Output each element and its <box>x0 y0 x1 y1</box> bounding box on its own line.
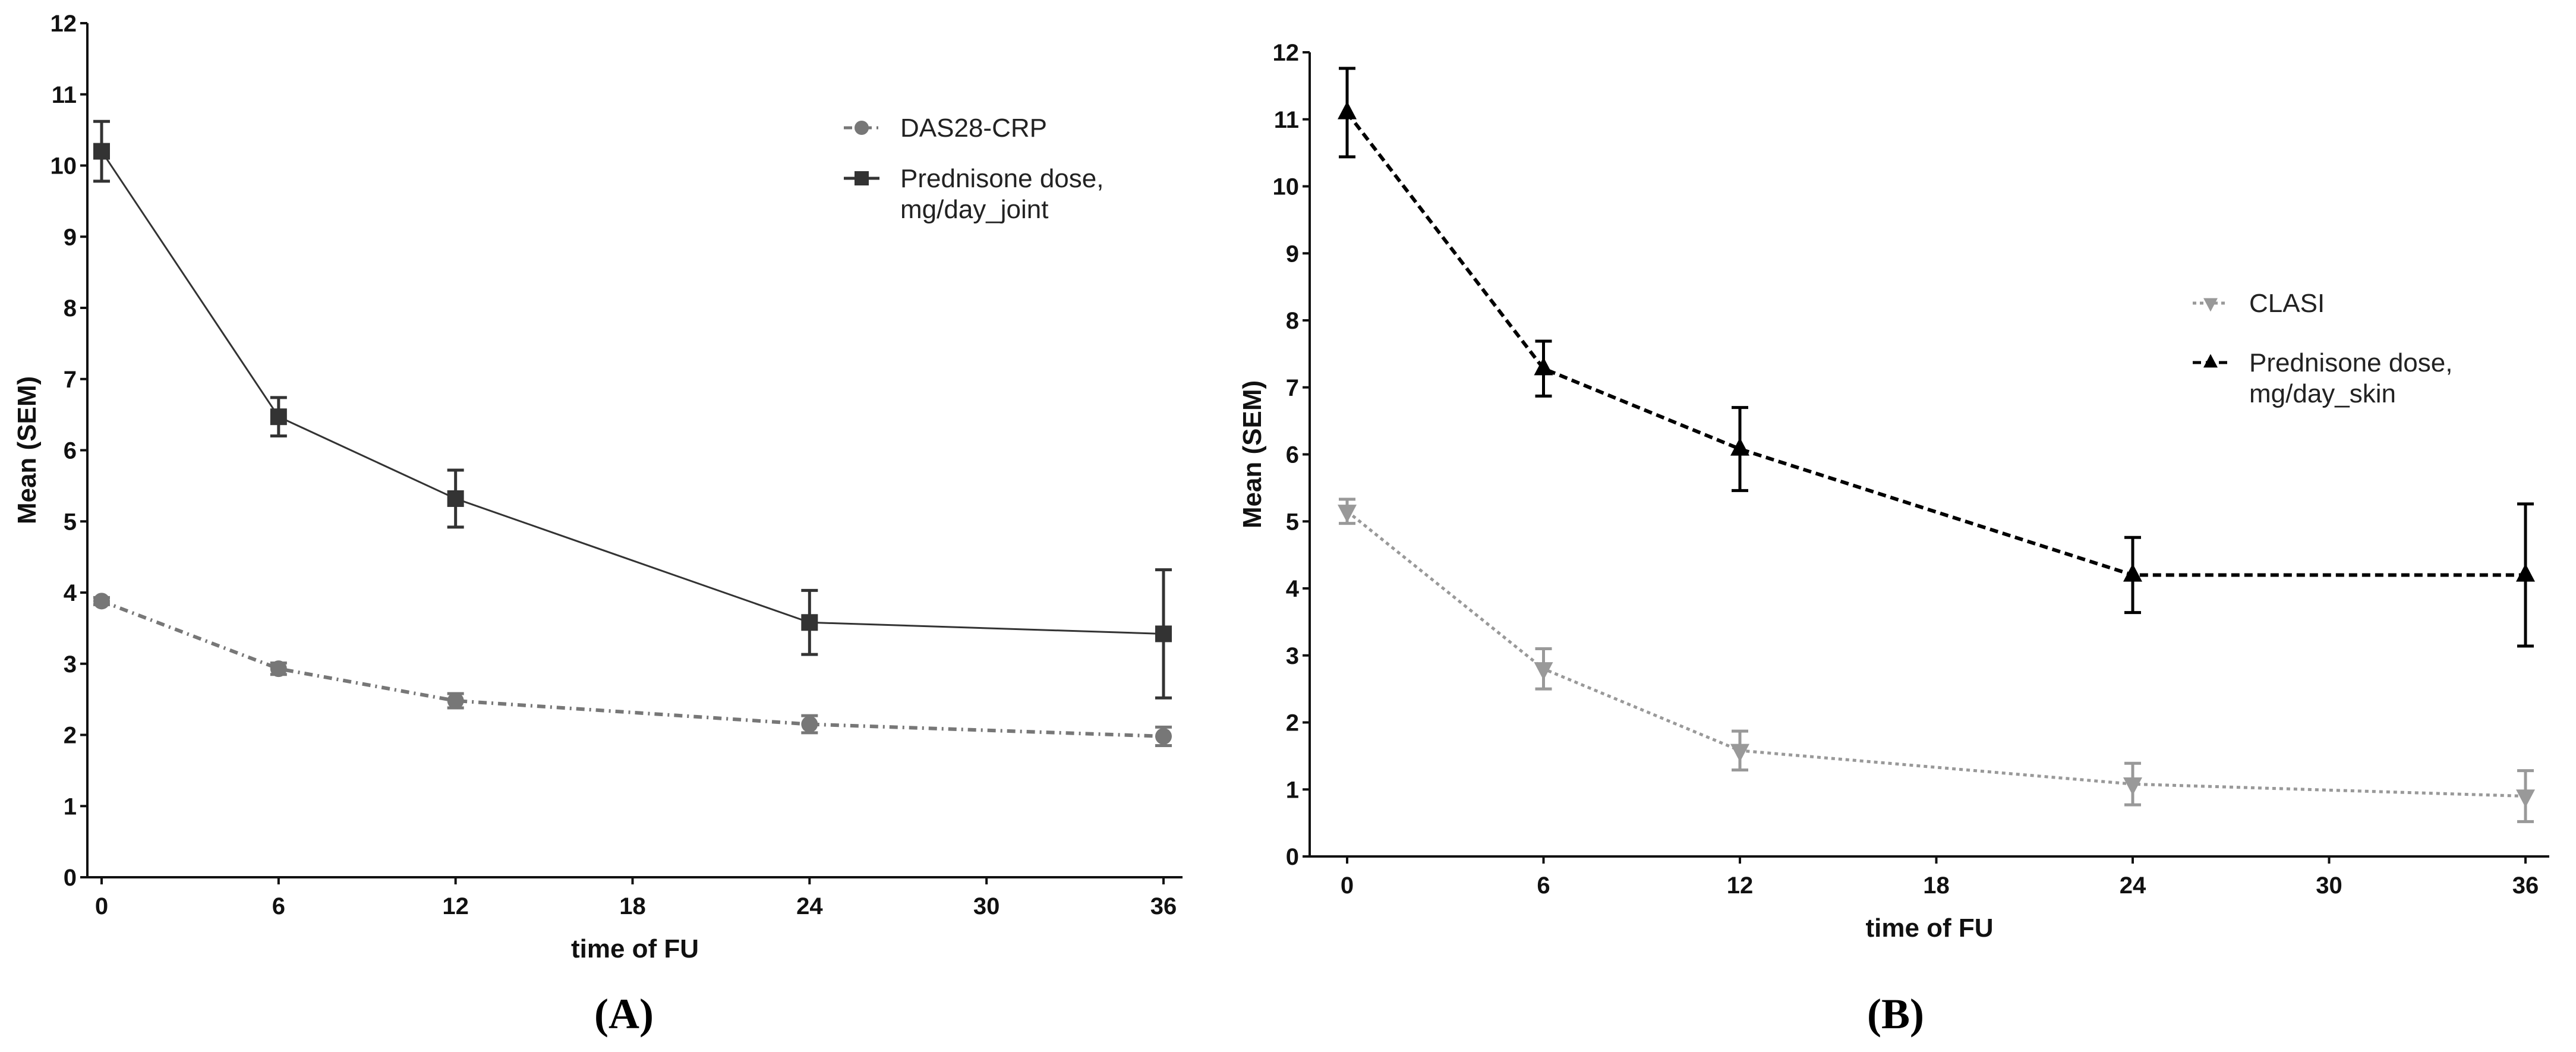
y-tick-label: 2 <box>1286 710 1299 736</box>
data-point <box>2123 563 2142 582</box>
x-tick-label: 6 <box>272 893 285 919</box>
data-point <box>447 490 464 507</box>
series-line <box>1346 510 2526 798</box>
y-axis-label: Mean (SEM) <box>1238 380 1267 528</box>
x-tick-label: 18 <box>619 893 646 919</box>
x-tick-label: 30 <box>2316 873 2342 899</box>
x-tick-label: 12 <box>442 893 469 919</box>
y-tick-label: 6 <box>64 438 77 464</box>
y-tick-label: 5 <box>1286 509 1299 535</box>
y-tick-label: 9 <box>1286 241 1299 267</box>
x-tick-label: 30 <box>973 893 1000 919</box>
y-tick-label: 2 <box>64 723 77 749</box>
data-point <box>1730 744 1749 763</box>
y-axis-label: Mean (SEM) <box>12 376 42 524</box>
x-tick-label: 12 <box>1727 873 1754 899</box>
data-point <box>447 692 464 710</box>
y-tick-label: 3 <box>64 651 77 678</box>
data-point <box>1155 727 1172 745</box>
data-point <box>93 143 110 160</box>
data-point <box>1155 625 1172 642</box>
y-tick-label: 1 <box>1286 777 1299 803</box>
x-tick-label: 0 <box>95 893 108 919</box>
data-point <box>270 660 287 678</box>
y-tick-label: 12 <box>1273 40 1300 66</box>
y-tick-label: 5 <box>64 509 77 535</box>
legend-label: Prednisone dose, <box>2249 348 2452 377</box>
x-axis-label: time of FU <box>571 934 699 963</box>
y-tick-label: 1 <box>64 793 77 820</box>
series-prednisone-dose-mg-day-joint <box>93 119 1172 700</box>
legend-label: mg/day_joint <box>900 195 1048 224</box>
x-tick-label: 18 <box>1923 873 1950 899</box>
series-clasi <box>1338 497 2535 823</box>
data-point <box>2516 789 2535 808</box>
y-tick-label: 4 <box>1286 576 1300 602</box>
y-tick-label: 4 <box>64 580 77 606</box>
y-tick-label: 6 <box>1286 442 1299 468</box>
data-point <box>1534 662 1553 681</box>
y-tick-label: 11 <box>1274 107 1299 133</box>
data-point <box>1338 101 1357 119</box>
y-tick-label: 8 <box>1286 308 1299 334</box>
panel-label: (B) <box>1867 990 1924 1038</box>
data-point <box>93 593 110 610</box>
y-tick-label: 7 <box>64 367 77 393</box>
data-point <box>801 614 818 631</box>
panel-label: (A) <box>594 990 654 1038</box>
data-point <box>2516 563 2535 582</box>
y-tick-label: 12 <box>51 11 77 37</box>
x-tick-label: 6 <box>1537 873 1550 899</box>
x-tick-label: 24 <box>2120 873 2146 899</box>
legend-label: CLASI <box>2249 289 2325 318</box>
series-prednisone-dose-mg-day-skin <box>1338 67 2535 648</box>
y-tick-label: 9 <box>64 224 77 250</box>
x-tick-label: 36 <box>2512 873 2539 899</box>
legend-label: Prednisone dose, <box>900 164 1103 193</box>
y-tick-label: 11 <box>52 82 77 108</box>
data-point <box>1534 357 1553 376</box>
y-tick-label: 8 <box>64 295 77 322</box>
y-tick-label: 10 <box>51 153 77 179</box>
legend-label: mg/day_skin <box>2249 379 2396 408</box>
legend-marker <box>855 121 869 135</box>
legend-marker <box>855 171 869 185</box>
legend-marker <box>2203 298 2218 312</box>
x-tick-label: 0 <box>1341 873 1354 899</box>
y-tick-label: 7 <box>1286 375 1299 401</box>
x-tick-label: 36 <box>1150 893 1177 919</box>
series-das28-crp <box>93 593 1172 747</box>
y-tick-label: 0 <box>1286 844 1299 870</box>
x-tick-label: 24 <box>796 893 823 919</box>
y-tick-label: 0 <box>64 865 77 891</box>
series-line <box>1345 111 2525 577</box>
legend-marker <box>2203 354 2218 368</box>
data-point <box>2123 777 2142 796</box>
y-tick-label: 3 <box>1286 643 1299 669</box>
x-axis-label: time of FU <box>1865 914 1993 943</box>
y-tick-label: 10 <box>1273 174 1300 200</box>
series-line <box>100 599 1164 738</box>
legend-label: DAS28-CRP <box>900 114 1047 143</box>
data-point <box>801 716 818 733</box>
data-point <box>1730 437 1749 456</box>
data-point <box>1338 505 1357 523</box>
data-point <box>270 408 287 426</box>
